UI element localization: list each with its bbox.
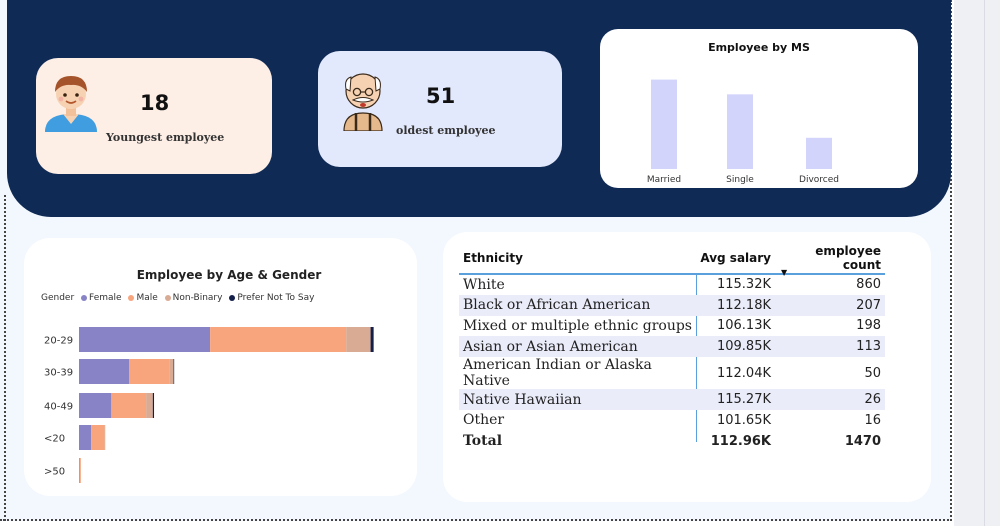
bar-male-<20[interactable] — [91, 425, 105, 450]
bar-prefer-not-to-say-20-29[interactable] — [370, 327, 374, 352]
ms-category-label: Married — [647, 175, 681, 185]
table-row[interactable]: Other 101.65K 16 — [463, 412, 881, 429]
ms-bar-single[interactable] — [727, 94, 753, 169]
legend-female[interactable]: Female — [81, 293, 122, 303]
bar-non-binary-40-49[interactable] — [146, 393, 153, 418]
ethnicity-table-card[interactable]: Ethnicity Avg salary employee count ▼ Whi… — [443, 232, 931, 502]
age-category-label: 30-39 — [44, 368, 73, 379]
bar-female->50[interactable] — [79, 458, 80, 483]
age-gender-bar-chart: 20-29 30-39 40-49 <20 >50 — [44, 327, 374, 483]
sort-desc-icon: ▼ — [781, 268, 788, 277]
table-row[interactable]: White 115.32K 860 — [463, 276, 881, 293]
bar-male-20-29[interactable] — [210, 327, 347, 352]
bar-non-binary-20-29[interactable] — [346, 327, 371, 352]
youngest-employee-card[interactable]: 18 Youngest employee — [36, 58, 272, 174]
table-row[interactable]: American Indian or Alaska Native 112.04K 5… — [463, 357, 881, 390]
bar-female-<20[interactable] — [79, 425, 92, 450]
age-chart-legend: Gender Female Male Non-Binary Prefer Not… — [41, 293, 318, 303]
bar-male->50[interactable] — [79, 458, 81, 483]
oldest-age-value: 51 — [426, 84, 456, 108]
young-person-icon — [45, 76, 97, 132]
old-man-icon — [343, 73, 383, 131]
bar-prefer-not-to-say-30-39[interactable] — [173, 359, 175, 384]
bar-non-binary-<20[interactable] — [104, 425, 106, 450]
canvas-border — [4, 195, 6, 521]
ms-bar-chart: Married Single Divorced — [647, 79, 839, 185]
column-separator — [696, 274, 697, 442]
table-row[interactable]: Asian or Asian American 109.85K 113 — [459, 336, 885, 358]
bar-male-30-39[interactable] — [129, 359, 170, 384]
non-binary-dot — [164, 294, 171, 301]
legend-male[interactable]: Male — [128, 293, 158, 303]
ms-category-label: Divorced — [799, 175, 839, 185]
prefer-not-dot — [229, 294, 236, 301]
employee-by-ms-card[interactable]: Employee by MS Married Single Divorced — [600, 29, 918, 188]
pane-divider — [984, 0, 985, 526]
employee-by-age-gender-card[interactable]: Employee by Age & Gender Gender Female M… — [24, 238, 417, 496]
right-pane — [954, 0, 1000, 526]
age-category-label: 40-49 — [44, 402, 73, 413]
youngest-age-label: Youngest employee — [106, 131, 225, 144]
table-row[interactable]: Mixed or multiple ethnic groups 106.13K 19… — [463, 317, 881, 334]
bar-female-40-49[interactable] — [79, 393, 112, 418]
youngest-age-value: 18 — [140, 91, 170, 115]
header-avg-salary[interactable]: Avg salary — [700, 250, 771, 265]
ethnicity-table: Ethnicity Avg salary employee count ▼ Whi… — [459, 242, 885, 452]
table-row[interactable]: Native Hawaiian 115.27K 26 — [459, 389, 885, 410]
ms-chart-title: Employee by MS — [708, 41, 810, 54]
age-category-label: 20-29 — [44, 336, 73, 347]
male-dot — [128, 294, 135, 301]
header-ethnicity[interactable]: Ethnicity — [463, 250, 523, 265]
legend-title: Gender — [41, 293, 75, 303]
oldest-employee-card[interactable]: 51 oldest employee — [318, 51, 562, 167]
bar-prefer-not-to-say-40-49[interactable] — [152, 393, 155, 418]
female-dot — [81, 294, 88, 301]
age-chart-title: Employee by Age & Gender — [136, 268, 322, 282]
table-total-row: Total 112.96K 1470 — [463, 433, 881, 450]
bar-male-40-49[interactable] — [111, 393, 147, 418]
bar-non-binary-30-39[interactable] — [169, 359, 174, 384]
ms-bar-married[interactable] — [651, 79, 677, 169]
table-row[interactable]: Black or African American 112.18K 207 — [459, 294, 885, 316]
ms-bar-divorced[interactable] — [806, 137, 832, 169]
age-category-label: <20 — [44, 434, 65, 445]
age-category-label: >50 — [44, 467, 65, 478]
oldest-age-label: oldest employee — [396, 124, 496, 137]
ms-category-label: Single — [726, 175, 754, 185]
legend-non-binary[interactable]: Non-Binary — [164, 293, 222, 303]
header-employee-count[interactable]: employee count ▼ — [781, 243, 881, 278]
bar-female-30-39[interactable] — [79, 359, 130, 384]
legend-prefer-not-to-say[interactable]: Prefer Not To Say — [229, 293, 314, 303]
bar-female-20-29[interactable] — [79, 327, 211, 352]
